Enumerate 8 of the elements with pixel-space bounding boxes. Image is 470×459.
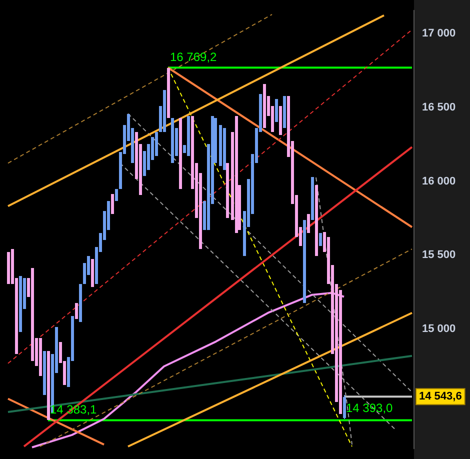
annotation: 14 393,0 (346, 401, 394, 416)
y-tick-label: 15 500 (422, 249, 456, 262)
text: 14 543,6 (419, 390, 462, 403)
y-tick-label: 15 000 (422, 323, 456, 336)
y-tick-label: 16 500 (422, 101, 456, 114)
y-tick-label: 16 000 (422, 175, 456, 188)
annotation: 16 769,2 (170, 50, 218, 64)
y-tick-label: 17 000 (422, 28, 456, 40)
